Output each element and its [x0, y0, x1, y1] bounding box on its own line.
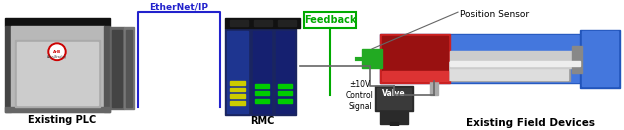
Bar	[255, 84, 269, 87]
Bar	[5, 107, 110, 112]
Bar	[304, 12, 356, 28]
Bar	[5, 26, 11, 112]
Bar	[276, 31, 294, 113]
Bar	[430, 61, 570, 81]
Text: ±10V
Control
Signal: ±10V Control Signal	[346, 80, 374, 111]
Bar	[390, 122, 398, 130]
Bar	[15, 40, 100, 107]
Bar	[11, 26, 104, 112]
Bar	[430, 79, 438, 95]
Bar	[112, 31, 122, 107]
Bar	[230, 101, 245, 105]
Bar	[380, 110, 408, 124]
Bar	[274, 28, 296, 115]
Text: RMC: RMC	[250, 116, 274, 126]
Bar	[278, 99, 292, 103]
Bar	[580, 30, 620, 87]
Bar	[5, 18, 110, 26]
Bar	[225, 28, 250, 115]
Bar	[278, 84, 292, 87]
Bar	[225, 18, 300, 28]
Bar	[230, 87, 245, 91]
Bar	[255, 99, 269, 103]
Circle shape	[48, 43, 66, 60]
Bar	[377, 87, 411, 109]
Bar	[227, 31, 248, 113]
Bar	[230, 81, 245, 85]
Circle shape	[50, 45, 64, 58]
Bar	[572, 46, 582, 73]
Bar	[450, 61, 580, 66]
Bar	[126, 31, 132, 107]
Bar	[380, 34, 580, 83]
Bar	[230, 94, 245, 98]
Bar	[104, 26, 110, 112]
Bar	[582, 31, 618, 86]
Bar	[230, 20, 248, 26]
Text: Existing PLC: Existing PLC	[28, 115, 96, 125]
Text: Allen-Bradley: Allen-Bradley	[47, 55, 67, 59]
Text: A-B: A-B	[53, 50, 61, 54]
Bar	[124, 27, 134, 109]
Text: Feedback: Feedback	[304, 15, 356, 25]
Bar	[251, 28, 273, 115]
Bar	[382, 71, 448, 81]
Text: Existing Field Devices: Existing Field Devices	[466, 118, 595, 128]
Bar	[254, 20, 272, 26]
Bar	[278, 20, 296, 26]
Bar	[380, 34, 450, 83]
Bar	[110, 27, 124, 109]
Bar	[362, 49, 382, 68]
Bar	[255, 91, 269, 95]
Bar	[382, 36, 448, 81]
Bar	[432, 62, 568, 80]
Bar	[253, 31, 271, 113]
Bar	[381, 35, 579, 82]
Bar	[450, 51, 580, 68]
Bar	[17, 42, 98, 105]
Text: Valve: Valve	[382, 89, 406, 98]
Bar	[375, 86, 413, 111]
Bar	[278, 91, 292, 95]
Text: Position Sensor: Position Sensor	[460, 10, 529, 19]
Text: EtherNet/IP: EtherNet/IP	[150, 2, 208, 11]
